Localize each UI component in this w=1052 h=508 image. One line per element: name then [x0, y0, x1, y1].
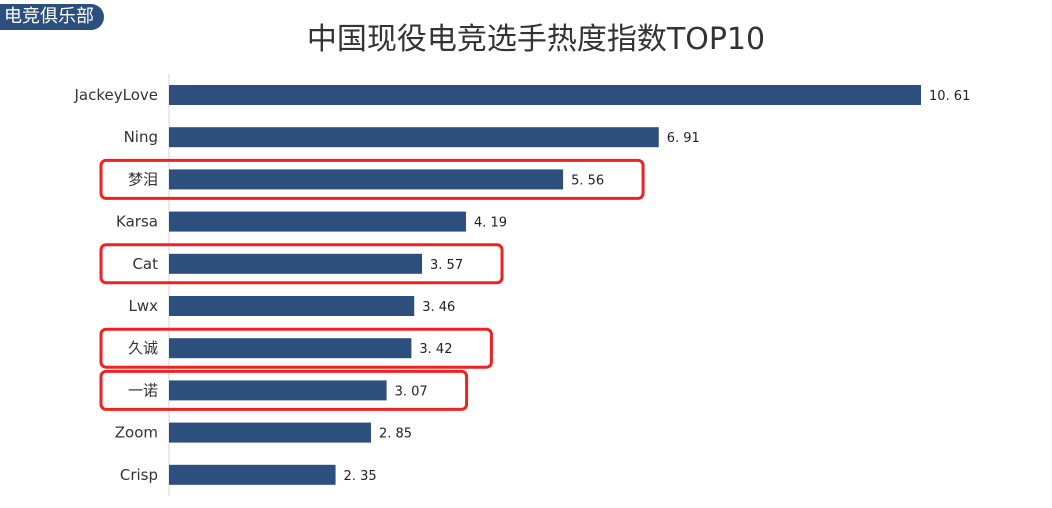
value-label: 2. 85 — [379, 427, 412, 442]
value-label: 5. 56 — [571, 173, 604, 188]
source-badge: 电竞俱乐部 — [0, 4, 104, 30]
value-label: 3. 42 — [419, 342, 452, 357]
category-label: Ning — [124, 128, 158, 146]
bar — [169, 296, 415, 316]
bar — [169, 127, 659, 148]
value-label: 2. 35 — [344, 469, 377, 484]
bar — [169, 380, 387, 401]
value-label: 3. 46 — [422, 300, 455, 315]
category-label: Lwx — [128, 297, 158, 315]
category-label: 梦泪 — [128, 170, 158, 188]
bar — [169, 253, 423, 274]
category-label: Cat — [132, 255, 158, 273]
bar — [169, 422, 371, 443]
category-label: Karsa — [116, 213, 158, 231]
category-label: 一诺 — [128, 381, 158, 399]
category-label: 久诚 — [128, 339, 158, 357]
highlight-box — [99, 243, 504, 285]
value-label: 6. 91 — [667, 131, 700, 146]
value-label: 3. 57 — [430, 258, 463, 273]
highlight-box — [99, 327, 493, 369]
value-label: 4. 19 — [474, 216, 507, 231]
category-label: JackeyLove — [74, 86, 159, 104]
category-label: Crisp — [120, 466, 158, 484]
bar — [169, 211, 466, 232]
bar — [169, 464, 336, 485]
bar — [169, 85, 921, 105]
highlight-box — [99, 158, 645, 200]
value-label: 10. 61 — [929, 89, 970, 104]
value-label: 3. 07 — [395, 384, 428, 399]
highlight-box — [99, 369, 469, 411]
bar — [169, 338, 412, 359]
bar — [169, 169, 564, 190]
chart-title: 中国现役电竞选手热度指数TOP10 — [306, 22, 766, 57]
category-label: Zoom — [115, 424, 158, 442]
